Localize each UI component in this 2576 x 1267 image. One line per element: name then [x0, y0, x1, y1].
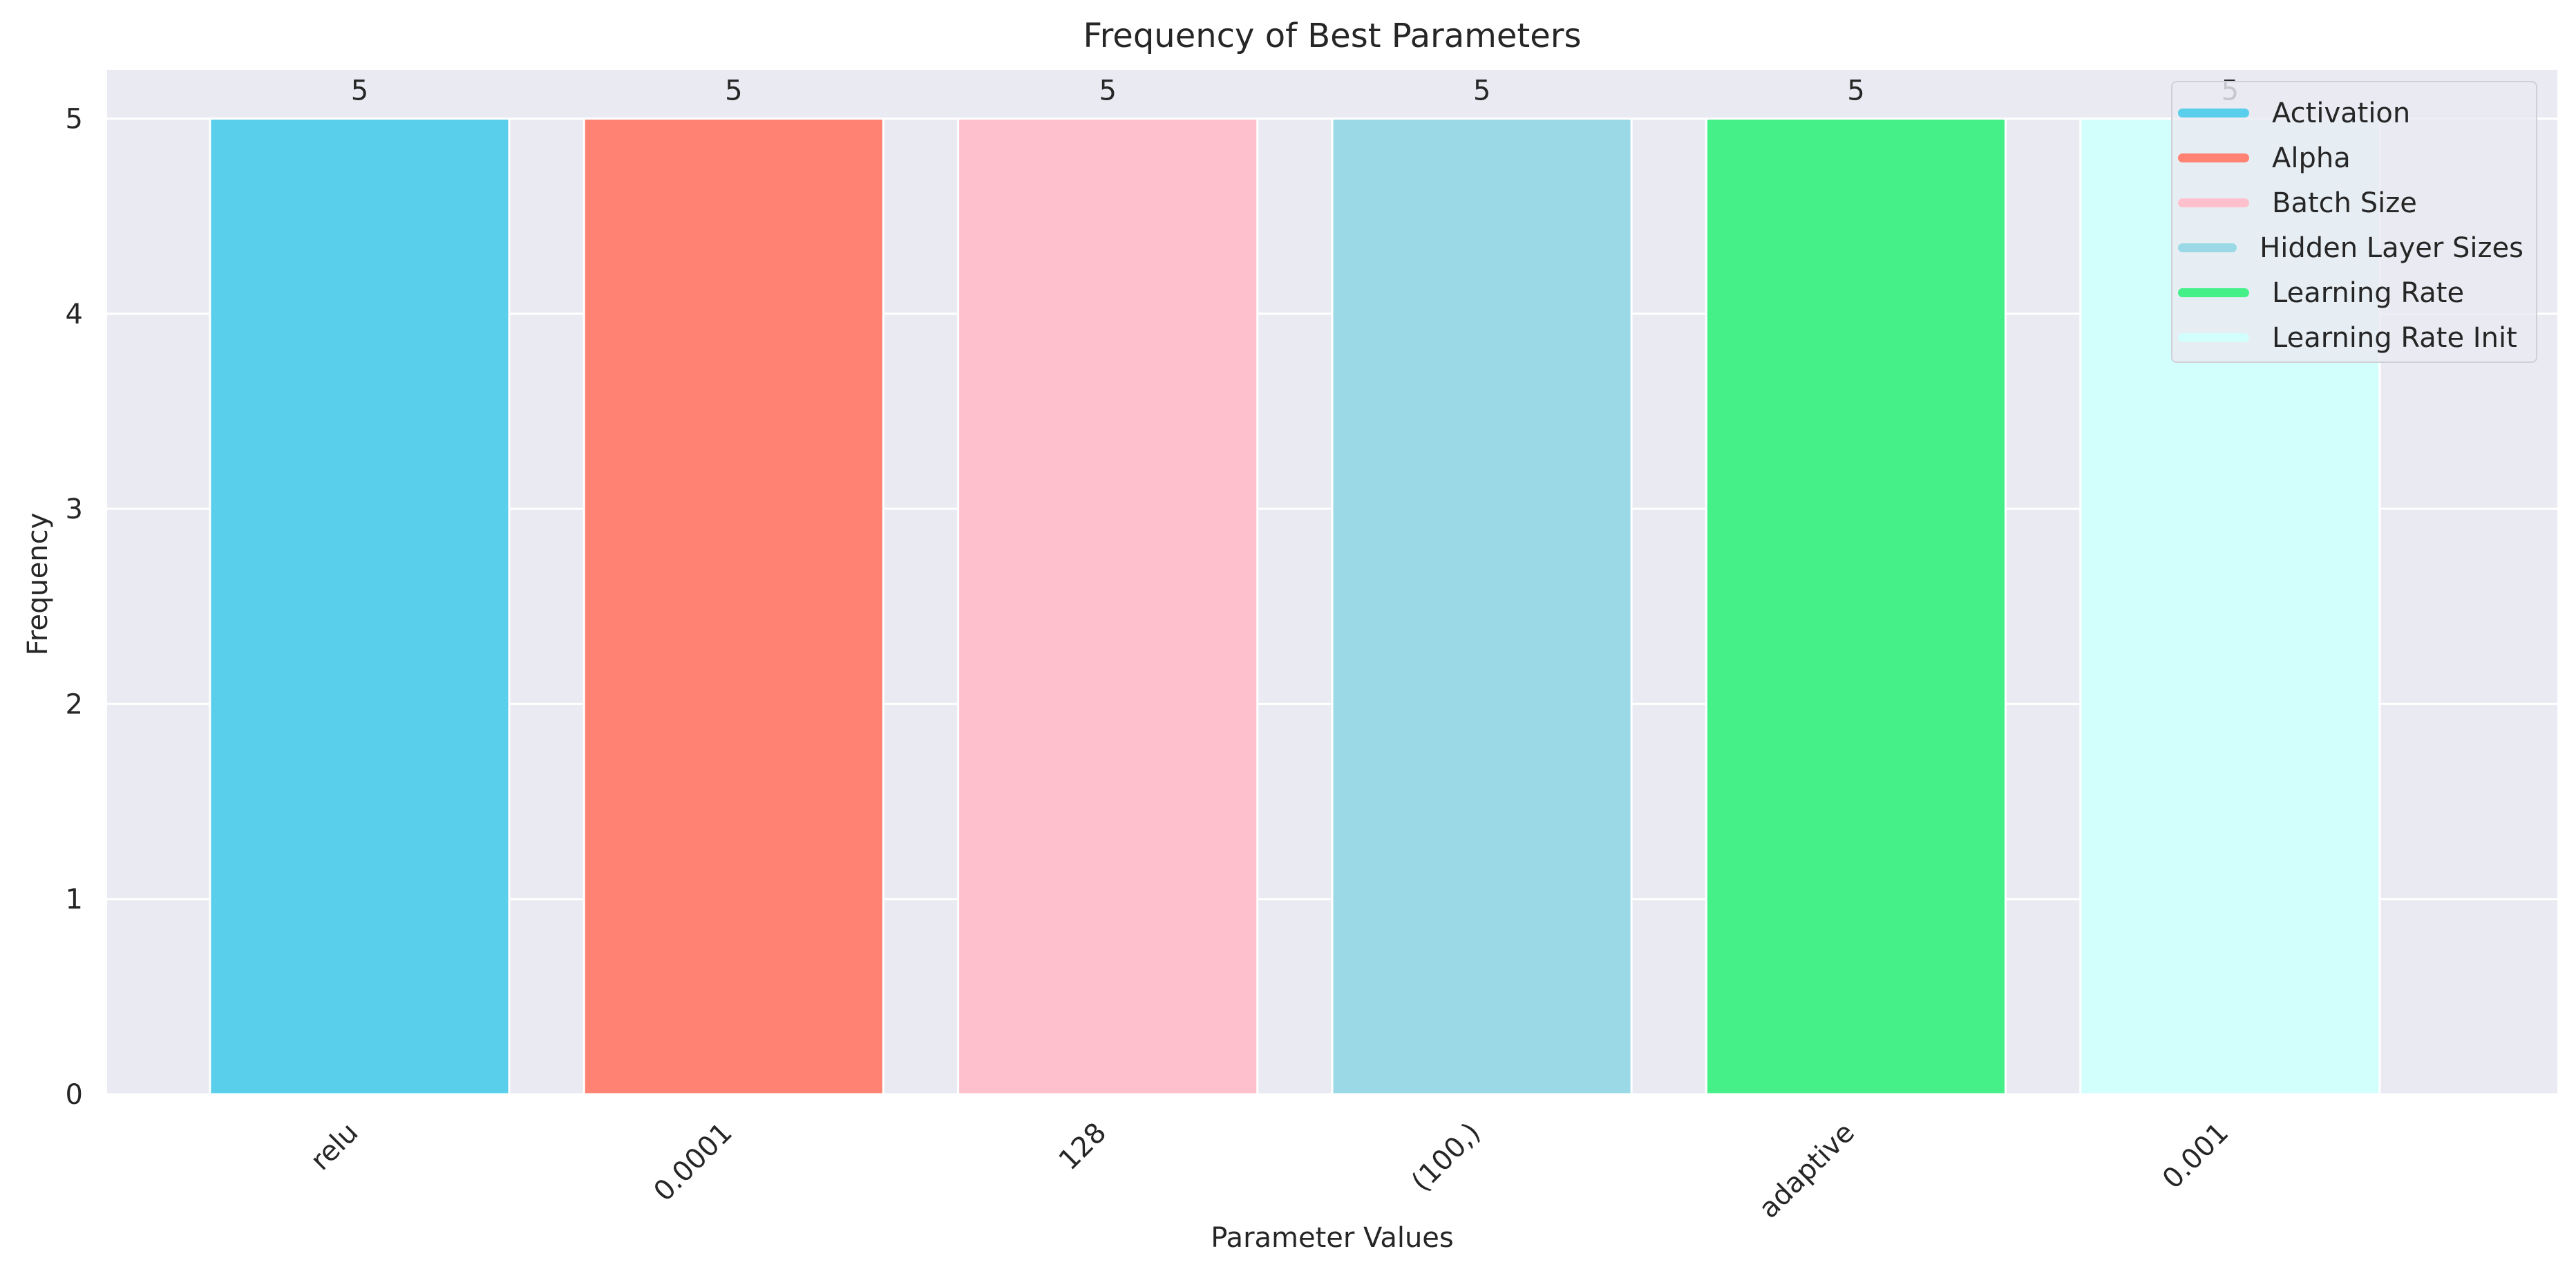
y-tick-label-5: 5 — [66, 104, 83, 135]
bar-0 — [209, 118, 511, 1096]
legend: Activation Alpha Batch Size Hidden Layer Si… — [2171, 81, 2537, 363]
legend-item-2: Batch Size — [2172, 180, 2523, 225]
legend-swatch-1 — [2178, 153, 2249, 162]
legend-item-0: Activation — [2172, 91, 2523, 135]
legend-item-5: Learning Rate Init — [2172, 315, 2523, 360]
y-tick-label-3: 3 — [66, 494, 83, 525]
chart-title: Frequency of Best Parameters — [1083, 17, 1581, 55]
legend-swatch-5 — [2178, 333, 2249, 342]
y-axis-label: Frequency — [22, 513, 54, 656]
legend-swatch-2 — [2178, 198, 2249, 207]
legend-swatch-3 — [2178, 243, 2237, 252]
data-label-3: 5 — [1473, 75, 1490, 107]
x-tick-label-0: relu — [305, 1117, 365, 1177]
x-axis-ticks: relu 0.0001 128 (100,) adaptive 0.001 — [305, 1117, 2235, 1225]
legend-label-4: Learning Rate — [2272, 276, 2465, 309]
legend-swatch-4 — [2178, 288, 2249, 297]
x-tick-label-1: 0.0001 — [647, 1117, 738, 1208]
legend-label-3: Hidden Layer Sizes — [2260, 232, 2523, 264]
data-label-2: 5 — [1099, 75, 1116, 107]
y-axis-ticks: 0 1 2 3 4 5 — [66, 104, 83, 1111]
bars-group — [209, 118, 2381, 1096]
x-tick-label-4: adaptive — [1753, 1117, 1861, 1225]
y-tick-label-1: 1 — [66, 884, 83, 916]
legend-label-2: Batch Size — [2272, 187, 2417, 219]
data-label-0: 5 — [351, 75, 368, 107]
bar-3 — [1331, 118, 1633, 1096]
y-tick-label-0: 0 — [66, 1079, 83, 1111]
x-tick-label-2: 128 — [1053, 1117, 1113, 1177]
data-label-1: 5 — [725, 75, 742, 107]
bar-4 — [1705, 118, 2007, 1096]
legend-swatch-0 — [2178, 109, 2249, 118]
bar-2 — [957, 118, 1259, 1096]
legend-item-4: Learning Rate — [2172, 270, 2523, 315]
legend-label-1: Alpha — [2272, 142, 2351, 174]
legend-label-5: Learning Rate Init — [2272, 321, 2517, 354]
legend-item-3: Hidden Layer Sizes — [2172, 225, 2523, 270]
x-tick-label-5: 0.001 — [2157, 1117, 2235, 1196]
legend-item-1: Alpha — [2172, 135, 2523, 180]
x-tick-label-3: (100,) — [1405, 1117, 1487, 1199]
bar-1 — [583, 118, 884, 1096]
y-tick-label-4: 4 — [66, 299, 83, 330]
y-tick-label-2: 2 — [66, 688, 83, 720]
data-label-4: 5 — [1847, 75, 1864, 107]
x-axis-label: Parameter Values — [1211, 1222, 1454, 1254]
legend-label-0: Activation — [2272, 97, 2411, 129]
